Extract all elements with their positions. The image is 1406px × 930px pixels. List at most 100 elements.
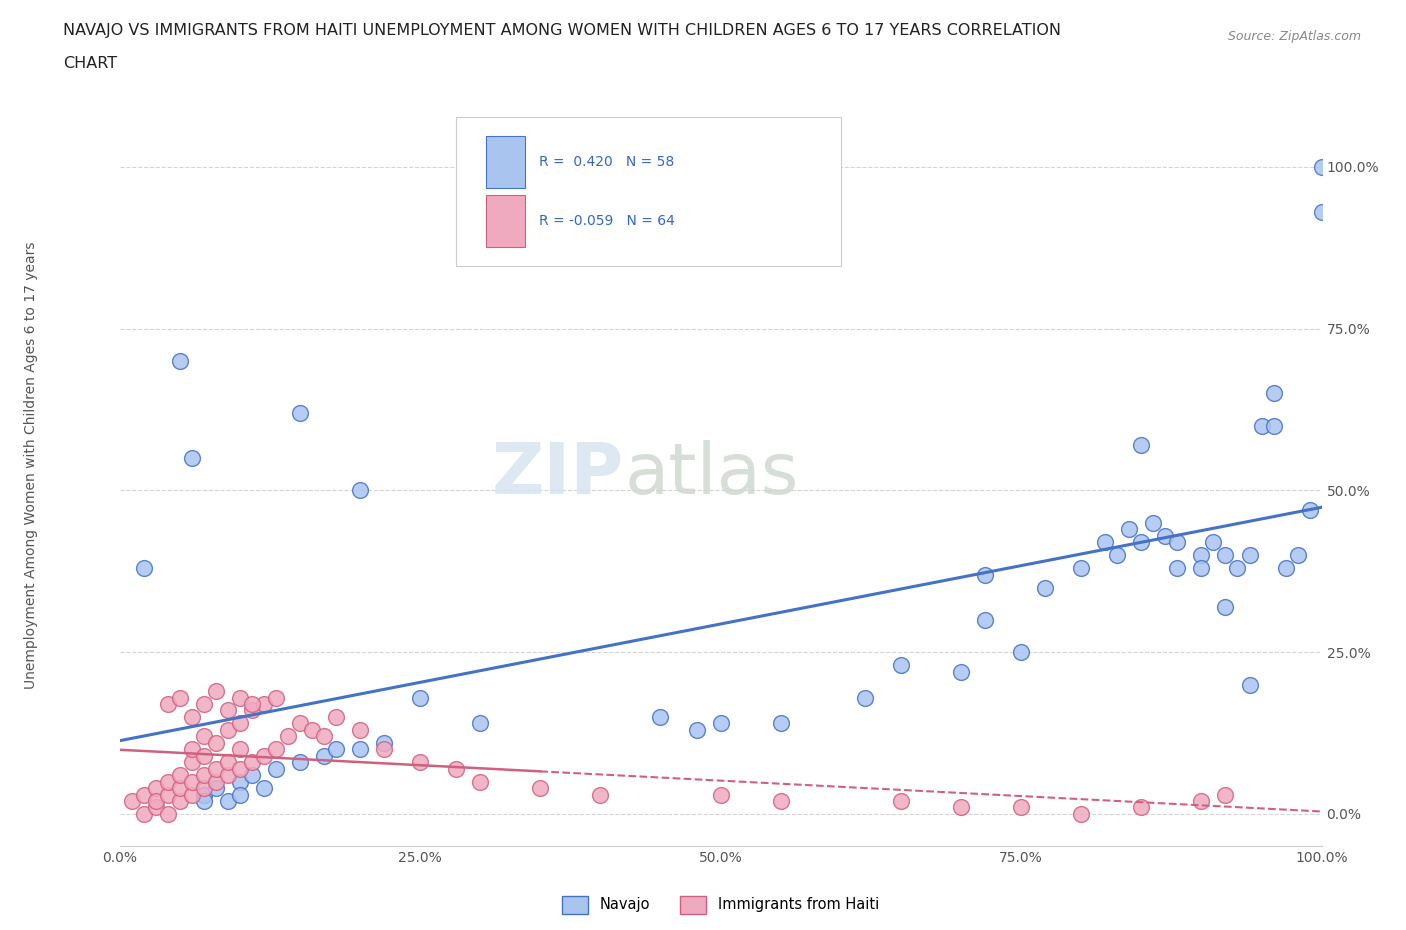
Point: [312, 729, 335, 744]
Point: [180, 787, 202, 802]
Point: [325, 710, 347, 724]
Point: [1263, 418, 1285, 433]
Text: CHART: CHART: [63, 56, 117, 71]
Legend: Navajo, Immigrants from Haiti: Navajo, Immigrants from Haiti: [555, 888, 886, 921]
Point: [204, 780, 226, 795]
Point: [240, 703, 263, 718]
Point: [709, 787, 731, 802]
Point: [1142, 515, 1164, 530]
Point: [145, 793, 167, 808]
Point: [264, 762, 287, 777]
Point: [685, 723, 707, 737]
Point: [180, 742, 202, 757]
Point: [253, 780, 276, 795]
Point: [890, 658, 912, 672]
Point: [349, 723, 371, 737]
Point: [890, 793, 912, 808]
Point: [132, 806, 155, 821]
Point: [349, 742, 371, 757]
Point: [277, 729, 299, 744]
Point: [180, 451, 202, 466]
Point: [529, 780, 551, 795]
Point: [1154, 528, 1177, 543]
Point: [325, 742, 347, 757]
Point: [180, 755, 202, 770]
Point: [589, 787, 612, 802]
Point: [132, 561, 155, 576]
Point: [1263, 386, 1285, 401]
Point: [121, 793, 143, 808]
Point: [1239, 677, 1261, 692]
Point: [240, 767, 263, 782]
Point: [193, 767, 215, 782]
Point: [1070, 561, 1092, 576]
Point: [1189, 793, 1212, 808]
Text: ZIP: ZIP: [492, 440, 624, 509]
Point: [1310, 205, 1333, 219]
Point: [709, 716, 731, 731]
Point: [1215, 787, 1237, 802]
Point: [468, 716, 492, 731]
Text: Unemployment Among Women with Children Ages 6 to 17 years: Unemployment Among Women with Children A…: [24, 241, 38, 689]
Point: [301, 723, 323, 737]
Point: [253, 749, 276, 764]
Point: [1274, 561, 1296, 576]
Point: [217, 703, 239, 718]
Point: [288, 405, 311, 420]
Point: [228, 716, 252, 731]
Point: [349, 483, 371, 498]
Point: [240, 755, 263, 770]
Point: [156, 806, 179, 821]
Point: [132, 787, 155, 802]
Point: [145, 780, 167, 795]
Point: [156, 697, 179, 711]
Point: [769, 793, 792, 808]
Point: [169, 780, 191, 795]
Point: [1239, 548, 1261, 563]
Point: [156, 787, 179, 802]
Point: [228, 774, 252, 789]
Point: [1250, 418, 1272, 433]
Point: [169, 793, 191, 808]
Text: R =  0.420   N = 58: R = 0.420 N = 58: [538, 154, 675, 169]
Point: [169, 353, 191, 368]
Point: [1070, 806, 1092, 821]
Point: [193, 787, 215, 802]
Point: [204, 762, 226, 777]
Point: [228, 742, 252, 757]
Point: [1010, 800, 1032, 815]
Point: [288, 716, 311, 731]
Point: [193, 780, 215, 795]
Point: [217, 767, 239, 782]
Point: [373, 742, 395, 757]
FancyBboxPatch shape: [456, 117, 841, 266]
Point: [1189, 561, 1212, 576]
Point: [1189, 548, 1212, 563]
Point: [1010, 644, 1032, 659]
Point: [468, 774, 492, 789]
Point: [1310, 160, 1333, 175]
Point: [288, 755, 311, 770]
Point: [312, 749, 335, 764]
Point: [1094, 535, 1116, 550]
Point: [1033, 580, 1056, 595]
Point: [253, 697, 276, 711]
Text: R = -0.059   N = 64: R = -0.059 N = 64: [538, 214, 675, 229]
Point: [949, 800, 972, 815]
Point: [1215, 548, 1237, 563]
Point: [204, 684, 226, 698]
Point: [204, 736, 226, 751]
Point: [974, 613, 997, 628]
Point: [145, 800, 167, 815]
Point: [228, 787, 252, 802]
Text: atlas: atlas: [624, 440, 799, 509]
Point: [853, 690, 876, 705]
Point: [1130, 535, 1153, 550]
Point: [444, 762, 467, 777]
Point: [180, 710, 202, 724]
Point: [1130, 800, 1153, 815]
Point: [1202, 535, 1225, 550]
Point: [1118, 522, 1140, 537]
Point: [1286, 548, 1309, 563]
Point: [228, 762, 252, 777]
